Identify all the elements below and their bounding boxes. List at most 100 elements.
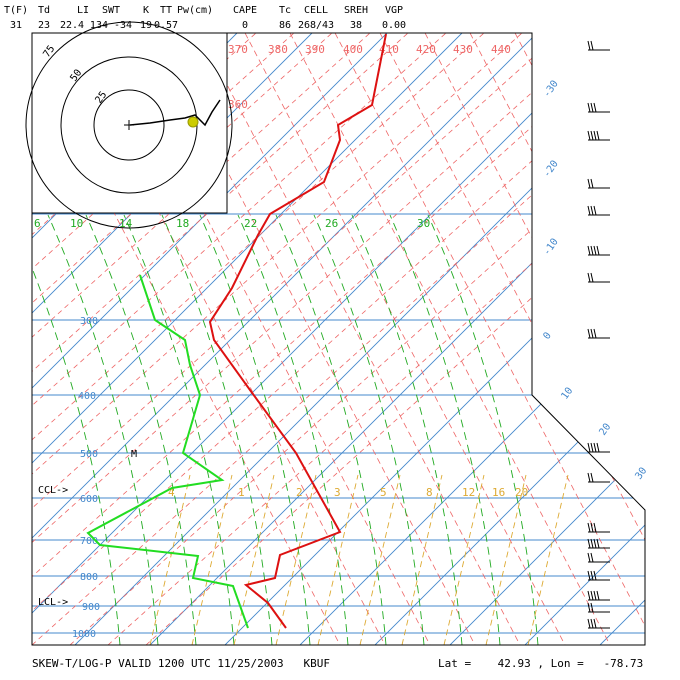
isotherm-line: [32, 33, 388, 645]
header-label: K: [142, 5, 150, 16]
wind-barb-feather: [593, 205, 597, 216]
isotherm-line: [524, 33, 645, 645]
mixing-ratio-line: [233, 474, 275, 645]
wind-barb-feather: [587, 272, 591, 283]
wind-barb: [587, 40, 610, 51]
wind-barb: [587, 590, 610, 601]
dry-adiabat-line: [244, 33, 566, 645]
dry-adiabat-line: [469, 33, 645, 645]
wind-barb-feather: [587, 522, 591, 533]
wind-barb: [587, 272, 610, 283]
wind-barb-feather: [587, 205, 591, 216]
hodograph-trace: [129, 99, 221, 127]
pressure-label: 800: [80, 572, 98, 583]
wind-barb-feather: [587, 552, 591, 563]
isotherm-line: [599, 33, 645, 645]
header-label: LI: [76, 5, 90, 16]
dry-adiabat-line: [650, 33, 680, 645]
plot-frame: [31, 32, 646, 646]
dewpoint-profile: [86, 274, 249, 629]
hodograph-inset: [25, 21, 233, 229]
moist-adiabat-line: [275, 214, 387, 645]
wind-barb-feather: [593, 102, 597, 113]
header-label: VGP: [384, 5, 404, 16]
wind-barb: [587, 328, 610, 339]
theta-label: 440: [491, 43, 511, 56]
theta-label: 400: [343, 43, 363, 56]
header-value: 86: [278, 20, 292, 31]
header-value: 38: [349, 20, 363, 31]
wind-barb-feather: [587, 618, 591, 629]
wind-barb-feather: [587, 602, 591, 613]
wind-barb-feather: [587, 328, 591, 339]
header-value: 0.57: [153, 20, 179, 31]
thetae-label: 26: [325, 217, 338, 230]
isotherm-label: 0: [541, 330, 553, 341]
wind-barb: [587, 245, 610, 256]
wind-barb-feather: [596, 245, 600, 256]
mixing-ratio-line: [191, 474, 233, 645]
mixing-ratio-line: [443, 474, 485, 645]
mixing-ratio-label: 12: [462, 486, 475, 499]
moist-adiabat-line: [85, 214, 197, 645]
wind-barb-feather: [587, 442, 591, 453]
wind-barb-feather: [590, 205, 594, 216]
isotherm-line: [32, 33, 538, 645]
wind-barb-feather: [590, 570, 594, 581]
hodograph-storm-motion-marker: [187, 116, 199, 128]
wind-barb-feather: [587, 590, 591, 601]
wind-barb-feather: [587, 472, 591, 483]
wind-barb: [587, 130, 610, 141]
wind-barb: [587, 472, 610, 483]
pressure-label: 1000: [72, 629, 96, 640]
wind-barb-feather: [590, 590, 594, 601]
wind-barb-feather: [590, 442, 594, 453]
wind-barb: [587, 205, 610, 216]
theta-label: 430: [453, 43, 473, 56]
wind-barb-feather: [590, 552, 594, 563]
isotherm-label: 30: [633, 466, 649, 482]
melting-level-label: M: [131, 449, 137, 460]
moist-adiabat-line: [32, 214, 121, 645]
isotherm-line: [224, 33, 645, 645]
thetae-label: 18: [176, 217, 189, 230]
pressure-label: 900: [82, 602, 100, 613]
mixing-ratio-label: 8: [426, 486, 433, 499]
mixing-ratio-line: [359, 474, 401, 645]
wind-barb-feather: [590, 245, 594, 256]
dry-adiabat-line: [289, 33, 611, 645]
moist-adiabat-line: [237, 214, 349, 645]
theta-label: 390: [305, 43, 325, 56]
pressure-label: 600: [80, 494, 98, 505]
wind-barb: [587, 552, 610, 563]
header-label: T(F): [3, 5, 29, 16]
isotherm-line: [149, 33, 645, 645]
moist-adiabat-line: [427, 214, 539, 645]
wind-barb-feather: [593, 245, 597, 256]
dry-adiabat-line: [514, 33, 645, 645]
theta-label: 370: [228, 43, 248, 56]
theta-label: 380: [268, 43, 288, 56]
pressure-label: 300: [80, 316, 98, 327]
hodograph-ring: [93, 89, 165, 161]
wind-barb-feather: [590, 522, 594, 533]
thetae-label: 10: [70, 217, 83, 230]
chart-title: SKEW-T/LOG-P VALID 1200 UTC 11/25/2003 K…: [32, 657, 331, 670]
mixing-ratio-label: 16: [492, 486, 505, 499]
wind-barb-feather: [587, 570, 591, 581]
wind-barb-feather: [590, 130, 594, 141]
wind-barb-feather: [593, 130, 597, 141]
wind-barb-feather: [596, 442, 600, 453]
theta-label: 360: [228, 98, 248, 111]
wind-barb-feather: [590, 102, 594, 113]
wind-barb-feather: [590, 40, 594, 51]
header-label: Pw(cm): [176, 5, 214, 16]
wind-barb: [587, 442, 610, 453]
header-value: 134 -34: [89, 20, 133, 31]
wind-barb-feather: [587, 538, 591, 549]
wind-barb-feather: [593, 590, 597, 601]
wind-barb-feather: [593, 522, 597, 533]
thetae-label: 6: [34, 217, 41, 230]
wind-barb-feather: [590, 178, 594, 189]
wind-barb-feather: [590, 538, 594, 549]
